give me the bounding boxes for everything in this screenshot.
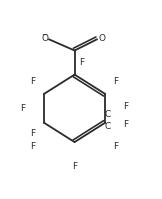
Text: F: F [30, 141, 35, 151]
Text: F: F [30, 129, 35, 138]
Text: C: C [105, 122, 111, 131]
Text: O: O [41, 34, 48, 43]
Text: F: F [20, 104, 26, 113]
Text: F: F [30, 77, 35, 86]
Text: F: F [123, 102, 128, 111]
Text: −: − [41, 32, 47, 38]
Text: F: F [79, 58, 85, 67]
Text: F: F [123, 120, 128, 129]
Text: C: C [105, 110, 111, 119]
Text: O: O [99, 34, 106, 43]
Text: F: F [113, 77, 118, 86]
Text: F: F [72, 162, 77, 171]
Text: F: F [113, 141, 118, 151]
